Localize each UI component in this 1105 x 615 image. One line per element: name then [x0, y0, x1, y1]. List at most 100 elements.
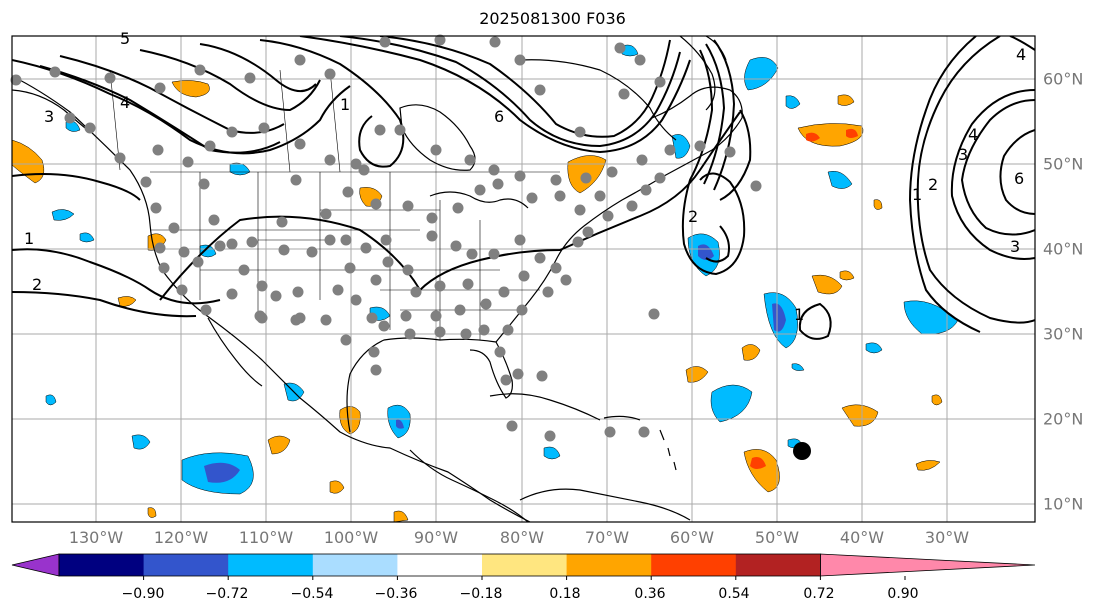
strong-negative-core [204, 462, 240, 483]
colorbar-tick-label: −0.90 [121, 586, 165, 602]
positive-anomaly-patch [841, 404, 879, 427]
station-dot [152, 144, 164, 156]
contour-line [1009, 36, 1035, 51]
lat-label: 10°N [1043, 494, 1084, 514]
positive-anomaly-patch [743, 449, 780, 493]
station-dot [498, 286, 510, 298]
station-dot [278, 244, 290, 256]
lon-label: 100°W [323, 528, 379, 547]
station-dot [502, 324, 514, 336]
lon-label: 80°W [499, 528, 545, 547]
station-dot [640, 184, 652, 196]
contour-label: 6 [1014, 169, 1024, 188]
station-dot [402, 200, 414, 212]
station-dot [200, 304, 212, 316]
station-dot [460, 328, 472, 340]
station-dot [488, 164, 500, 176]
station-dot [434, 326, 446, 338]
station-dot [214, 240, 226, 252]
station-dot [168, 222, 180, 234]
station-dot [226, 126, 238, 138]
station-dot [580, 172, 592, 184]
negative-anomaly-patch [621, 44, 639, 57]
station-dot [380, 234, 392, 246]
station-dot [536, 370, 548, 382]
station-dot [654, 76, 666, 88]
station-dot [572, 236, 584, 248]
positive-anomaly-patch [839, 270, 855, 281]
station-dot [400, 310, 412, 322]
station-dot [554, 190, 566, 202]
station-dot [244, 72, 256, 84]
station-dot [374, 124, 386, 136]
positive-anomaly-patch [267, 435, 291, 455]
station-dot [358, 164, 370, 176]
positive-anomaly-patch [741, 344, 761, 361]
station-dot [324, 68, 336, 80]
negative-anomaly-patch [51, 209, 75, 221]
station-dot [574, 204, 586, 216]
negative-anomaly-patch [671, 134, 691, 159]
station-dot [514, 234, 526, 246]
station-dot [560, 274, 572, 286]
station-dot [430, 310, 442, 322]
negative-anomaly-patch [744, 57, 779, 91]
lon-label: 40°W [839, 528, 885, 547]
station-dot [84, 122, 96, 134]
station-dot [466, 248, 478, 260]
labrador [519, 59, 677, 141]
graticule [12, 36, 1035, 522]
station-dot [574, 126, 586, 138]
station-dot [194, 64, 206, 76]
contour-line [12, 291, 197, 318]
station-dot [114, 152, 126, 164]
contour-label: 2 [928, 175, 938, 194]
station-dot [724, 146, 736, 158]
contour-label: 5 [120, 29, 130, 48]
positive-anomaly-patch [837, 94, 855, 106]
positive-anomaly-patch [12, 139, 45, 184]
station-dot [370, 274, 382, 286]
north-america-west-coast [12, 75, 531, 522]
positive-anomaly-patch [147, 507, 157, 518]
lon-label: 70°W [584, 528, 630, 547]
station-dot [404, 328, 416, 340]
station-dot [306, 246, 318, 258]
contour-label: 4 [1016, 45, 1026, 64]
station-dot [430, 144, 442, 156]
colorbar-tick-label: −0.54 [290, 586, 334, 602]
colorbar-tick-label: 0.36 [634, 586, 666, 602]
station-dot [382, 256, 394, 268]
positive-anomaly-patch [915, 460, 941, 471]
cuba [489, 393, 601, 421]
positive-anomaly-patch [811, 274, 843, 295]
station-dot [238, 264, 250, 276]
positive-anomaly-patch [685, 366, 709, 383]
station-dot [434, 280, 446, 292]
contour-label: 1 [912, 185, 922, 204]
station-dot [104, 72, 116, 84]
station-dot [192, 256, 204, 268]
strong-negative-core [772, 303, 786, 332]
colorbar-extend-max [820, 553, 1036, 577]
station-dot [452, 202, 464, 214]
station-dot [542, 286, 554, 298]
station-dot [158, 262, 170, 274]
station-dot [294, 54, 306, 66]
map-title: 2025081300 F036 [479, 9, 626, 28]
station-dot [462, 278, 474, 290]
station-dot [360, 242, 372, 254]
station-dot [550, 262, 562, 274]
contour-line [681, 49, 746, 276]
station-dot [606, 166, 618, 178]
station-dot [618, 88, 630, 100]
station-dot [320, 208, 332, 220]
colorbar-swatch [651, 554, 737, 576]
station-dot [594, 190, 606, 202]
positive-anomaly-patch [329, 480, 345, 494]
station-dot [534, 84, 546, 96]
station-dot [350, 158, 362, 170]
contour-line [379, 36, 671, 138]
station-dot [178, 246, 190, 258]
station-dot [370, 364, 382, 376]
